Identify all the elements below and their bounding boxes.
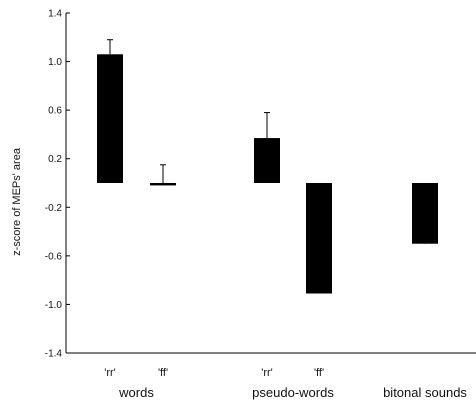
bar: [254, 138, 280, 183]
category-label: 'ff': [158, 367, 168, 379]
group-label: words: [118, 385, 154, 400]
y-tick-label: -0.6: [45, 251, 63, 262]
group-label: bitonal sounds: [383, 385, 467, 400]
group-label: pseudo-words: [252, 385, 334, 400]
y-tick-label: -1.4: [45, 349, 63, 360]
bar: [97, 54, 123, 184]
y-tick-label: -1.0: [45, 300, 63, 311]
y-tick-label: 0.6: [48, 106, 62, 117]
y-axis-label: z-score of MEPs' area: [11, 147, 23, 256]
y-tick-label: 1.4: [48, 9, 62, 20]
category-label: 'rr': [261, 367, 273, 379]
category-label: 'ff': [314, 367, 324, 379]
y-tick-label: -0.2: [45, 203, 63, 214]
x-axis-labels: 'rr''ff'words'rr''ff'pseudo-words bitonal…: [104, 367, 467, 400]
bars: [97, 39, 438, 294]
category-label: 'rr': [104, 367, 116, 379]
y-tick-label: 1.0: [48, 57, 62, 68]
y-tick-label: 0.2: [48, 154, 62, 165]
